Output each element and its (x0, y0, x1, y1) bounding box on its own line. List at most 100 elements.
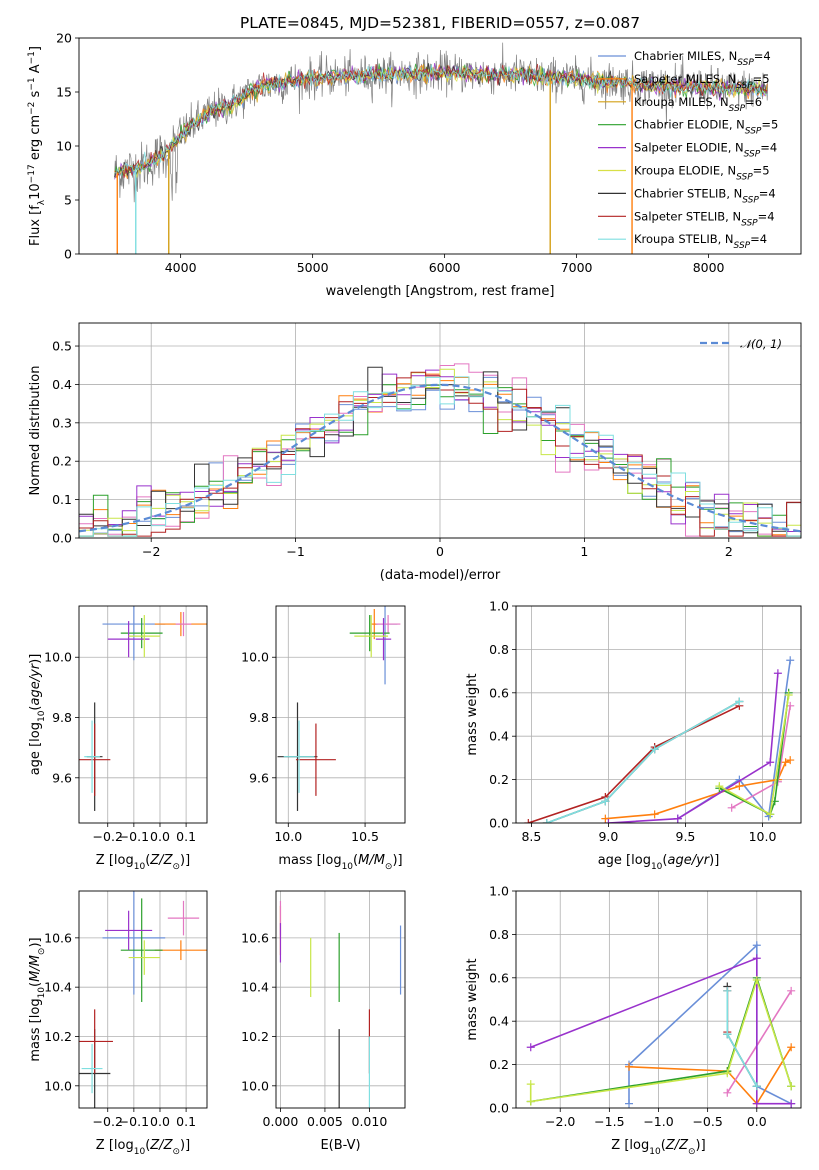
weight-point-marker (715, 782, 724, 791)
normal-curve (79, 383, 801, 533)
x-tick-label: 0 (436, 544, 444, 559)
mass-vs-EBV-panel: 0.000 0.005 0.010 10.0 10.2 10.4 10.6 E(B-V) (241, 890, 406, 1153)
weight-point-marker (752, 954, 761, 963)
y-tick-label: 0.4 (489, 729, 509, 744)
weight-point-marker (781, 758, 790, 767)
y-tick-label: 0.0 (489, 816, 509, 831)
spectrum-model-line (114, 64, 768, 177)
weight-point-marker (723, 1030, 732, 1039)
error-bars (79, 606, 207, 811)
weight-series-line (529, 977, 792, 1103)
weight-lines (526, 941, 796, 1108)
weight-point-marker (787, 1099, 796, 1108)
weight-series-line (628, 1046, 792, 1106)
axes-frame (78, 605, 208, 824)
x-tick-label: −0.2 (93, 1114, 123, 1129)
y-tick-label: 10.0 (241, 1078, 269, 1093)
x-tick-label: 8.5 (521, 829, 541, 844)
y-tick-label: 9.8 (52, 710, 72, 725)
x-tick-label: −2 (142, 544, 160, 559)
axes-frame (515, 605, 802, 824)
axes-frame (78, 37, 802, 255)
y-tick-label: 0.5 (52, 339, 72, 354)
x-tick-label: 10.0 (274, 829, 302, 844)
weight-point-marker (604, 819, 613, 823)
x-tick-label: −1.0 (643, 1114, 673, 1129)
y-tick-label: 1.0 (489, 884, 509, 899)
x-axis-label: mass [log10(M/M⊙)] (278, 853, 402, 872)
y-tick-label: 0.8 (489, 642, 509, 657)
weight-point-marker (766, 758, 775, 767)
y-tick-label: 10.2 (44, 1029, 72, 1044)
weight-point-marker (526, 1043, 535, 1052)
x-tick-label: 8000 (693, 260, 725, 275)
weight-point-marker (723, 1069, 732, 1078)
x-tick-label: 0.1 (176, 1114, 196, 1129)
y-tick-label: 20 (56, 31, 72, 46)
weight-series-line (628, 943, 792, 1105)
y-tick-label: 10.6 (44, 930, 72, 945)
y-axis-label: Flux [fλ10−17 erg cm−2 s−1 A−1] (27, 46, 47, 246)
x-tick-label: 9.0 (598, 829, 618, 844)
y-tick-label: 10.2 (241, 1029, 269, 1044)
y-tick-label: 9.8 (249, 710, 269, 725)
weight-point-marker (766, 810, 775, 819)
weight-series-line (528, 705, 740, 823)
legend-label: Kroupa ELODIE, NSSP=5 (634, 164, 770, 183)
weight-point-marker (601, 797, 610, 806)
histogram-series (79, 376, 801, 537)
spectrum-lines (114, 42, 769, 254)
axes-frame (78, 890, 208, 1109)
age-vs-mass-panel: 10.0 10.5 9.6 9.8 10.0 mass [log10(M/M⊙)] (241, 605, 406, 872)
y-tick-label: 10.0 (241, 650, 269, 665)
x-tick-label: −2.0 (545, 1114, 575, 1129)
weight-series-line (530, 957, 792, 1105)
y-axis-label: mass weight (465, 958, 480, 1040)
axes-frame (78, 322, 802, 539)
weight-point-marker (735, 782, 744, 791)
y-tick-label: 0.0 (52, 531, 72, 546)
weight-series-line (726, 990, 758, 1087)
spectrum-data-line (114, 42, 769, 203)
axes-frame (275, 890, 406, 1109)
x-tick-label: 5000 (297, 260, 329, 275)
weight-point-marker (787, 1082, 796, 1091)
y-tick-label: 10.4 (241, 980, 269, 995)
x-tick-label: −1 (286, 544, 304, 559)
weight-point-marker (784, 690, 793, 699)
x-axis-label: Z [log10(Z/Z⊙)] (96, 1138, 190, 1157)
weight-series-line (608, 673, 779, 823)
y-tick-label: 0 (64, 247, 72, 262)
x-tick-label: −0.5 (692, 1114, 722, 1129)
weight-point-marker (786, 656, 795, 665)
axes-frame (515, 890, 802, 1109)
x-tick-label: 0.000 (263, 1114, 299, 1129)
weight-point-marker (787, 1043, 796, 1052)
x-tick-label: 4000 (165, 260, 197, 275)
weight-series-line (546, 700, 740, 823)
age-vs-Z-panel: −0.2−0.1 0.0 0.1 9.6 9.8 10.0 Z [log10(Z/Z⊙)] a… (28, 605, 208, 872)
y-axis-label: mass weight (465, 673, 480, 755)
y-tick-label: 15 (56, 85, 72, 100)
x-tick-label: −1.5 (594, 1114, 624, 1129)
x-tick-label: 2 (725, 544, 733, 559)
x-tick-label: 0.0 (747, 1114, 767, 1129)
x-axis-label: E(B-V) (320, 1138, 360, 1153)
legend-label: Chabrier MILES, NSSP=4 (634, 49, 771, 68)
spectrum-model-line (114, 62, 768, 180)
x-axis-label: (data-model)/error (380, 568, 501, 583)
weight-lines (524, 656, 795, 823)
x-tick-label: 10.0 (749, 829, 777, 844)
weight-point-marker (752, 941, 761, 950)
y-tick-label: 0.4 (52, 377, 72, 392)
x-axis-label: Z [log10(Z/Z⊙)] (611, 1138, 705, 1157)
weight-point-marker (786, 756, 795, 765)
y-tick-label: 10.6 (241, 930, 269, 945)
weight-point-marker (752, 1099, 761, 1108)
y-tick-label: 9.6 (52, 770, 72, 785)
y-tick-label: 0.8 (489, 927, 509, 942)
weight-point-marker (723, 986, 732, 995)
legend-label: 𝒩(0, 1) (740, 337, 782, 351)
weight-vs-age-panel: 8.5 9.0 9.5 10.0 0.0 0.2 0.4 0.6 0.8 1.0 age [log1… (465, 599, 802, 872)
weight-point-marker (526, 1080, 535, 1089)
